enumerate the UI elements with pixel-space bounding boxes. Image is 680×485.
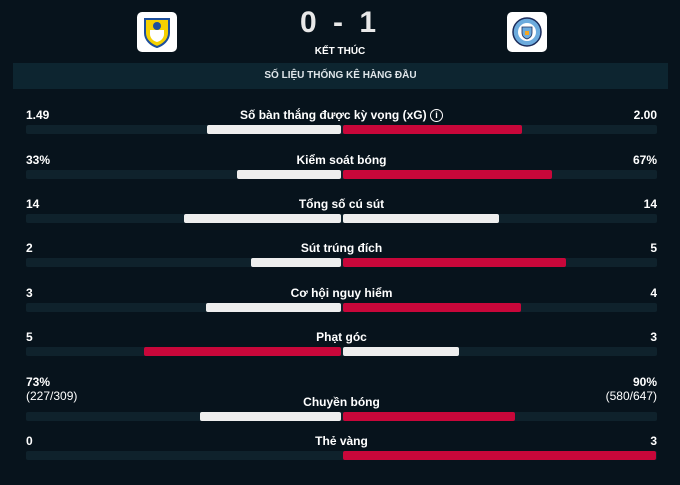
stat-bar [26,303,657,312]
home-bar-fill [183,214,341,223]
away-value: 3 [650,330,657,344]
stat-bar [26,214,657,223]
stat-label: Tổng số cú sút [298,197,385,211]
match-status: KẾT THÚC [314,46,366,57]
home-value: 3 [26,286,33,300]
stat-bar [26,125,657,134]
stat-label: Thẻ vàng [315,434,368,448]
away-bar-fill [343,303,521,312]
away-value: 2.00 [633,108,657,122]
home-bar-fill [144,347,341,356]
away-value: 4 [650,286,657,300]
stat-bar [26,347,657,356]
home-value: 14 [26,197,40,211]
section-title: SỐ LIỆU THỐNG KÊ HÀNG ĐẦU [13,63,668,89]
stat-bar [26,412,657,421]
info-icon[interactable]: i [429,109,443,123]
home-bar-fill [206,303,341,312]
home-team-logo[interactable] [137,12,177,52]
away-value: 67% [632,153,657,167]
home-value: 2 [26,241,33,255]
score: 0 - 1 [299,6,381,39]
home-value: 0 [26,434,33,448]
home-value: 1.49 [26,108,50,122]
stat-label: Chuyền bóng [303,395,380,409]
stat-label: Cơ hội nguy hiểm [290,286,393,300]
away-bar-fill [343,258,566,267]
home-value: 33% [26,153,51,167]
away-bar-fill [343,125,522,134]
away-value: 90% (580/647) [605,375,657,403]
away-value: 14 [643,197,657,211]
away-bar-fill [343,451,656,460]
home-bar-fill [237,170,341,179]
stat-label: Sút trúng đích [300,241,383,255]
stat-bar [26,170,657,179]
away-bar-fill [343,170,553,179]
stat-bar [26,258,657,267]
man-city-crest-icon [512,17,542,47]
away-bar-fill [343,347,460,356]
home-value: 5 [26,330,33,344]
home-bar-fill [206,125,341,134]
home-bar-fill [251,258,341,267]
stat-label: Phạt góc [316,330,367,344]
home-value: 73% (227/309) [26,375,78,403]
home-bar-fill [199,412,341,421]
away-value: 5 [650,241,657,255]
away-bar-fill [343,412,515,421]
stat-label: Số bàn thắng được kỳ vọng (xG) i [26,108,657,123]
away-team-logo[interactable] [507,12,547,52]
leeds-crest-icon [144,18,170,48]
stat-bar [26,451,657,460]
stat-label: Kiểm soát bóng [296,153,387,167]
away-value: 3 [650,434,657,448]
away-bar-fill [343,214,499,223]
